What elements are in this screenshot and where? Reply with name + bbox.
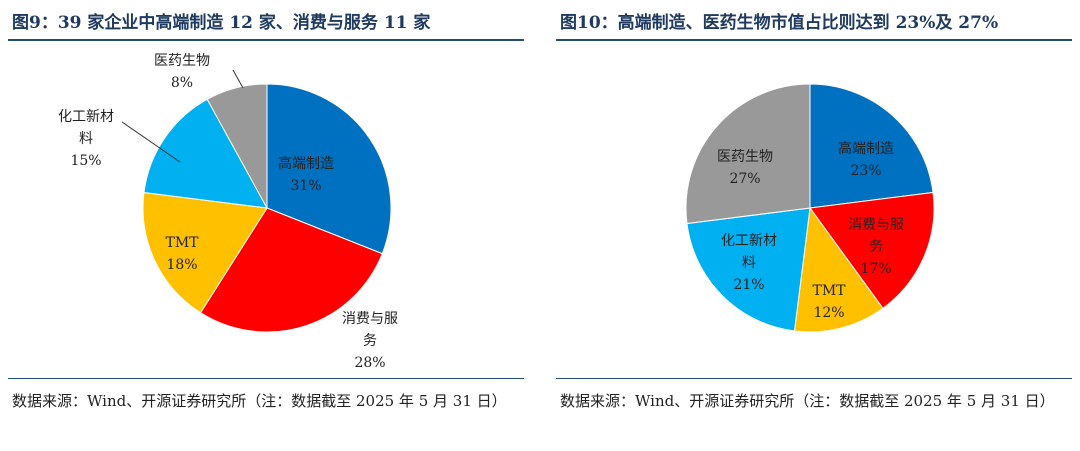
pie-slice-1 [809, 191, 935, 310]
chart-panel-right: 图10：高端制造、医药生物市值占比则达到 23%及 27% 高端制造 23% 消费与… [548, 0, 1080, 451]
slice-category-label: 消费与服 [342, 311, 398, 327]
leader-line-4 [232, 69, 244, 89]
slice-category-label: 化工新材 [58, 109, 114, 125]
slice-value-label: 27% [729, 171, 760, 187]
pie-slice-1 [199, 207, 383, 333]
slice-value-label: 12% [813, 305, 844, 321]
slice-label-4: 医药生物 27% [717, 149, 773, 187]
slice-category-label: 高端制造 [838, 140, 894, 157]
pie-slice-3 [686, 207, 811, 332]
slice-value-label: 15% [70, 153, 101, 169]
pie-slice-2 [793, 206, 884, 333]
title-divider [556, 39, 1072, 41]
source-divider [8, 378, 524, 379]
slice-label-1: 消费与服务 17% [848, 217, 904, 277]
slice-category-label: 医药生物 [717, 149, 773, 165]
slice-label-0: 高端制造 23% [838, 140, 894, 179]
slice-value-label: 8% [171, 75, 193, 91]
slice-value-label: 21% [733, 277, 764, 293]
slice-value-label: 28% [354, 355, 385, 371]
pie-slice-4 [685, 83, 811, 225]
slice-label-0: 高端制造 31% [278, 155, 334, 194]
pie-slice-2 [142, 191, 268, 314]
slice-value-label: 23% [850, 163, 881, 179]
source-note: 数据来源：Wind、开源证券研究所（注：数据截至 2025 年 5 月 31 日… [560, 392, 1055, 410]
pie-slice-0 [809, 83, 934, 209]
pie-slice-3 [143, 98, 268, 209]
slice-value-label: 17% [860, 261, 891, 277]
slice-category-label: 料 [79, 131, 93, 147]
chart-title: 图10：高端制造、医药生物市值占比则达到 23%及 27% [560, 13, 999, 33]
leader-line-3 [121, 121, 181, 163]
slice-category-label: 化工新材 [721, 233, 777, 249]
slice-category-label: 务 [869, 239, 883, 255]
slice-category-label: 医药生物 [154, 53, 210, 69]
slice-label-2: TMT 18% [165, 235, 199, 273]
slice-value-label: 31% [290, 178, 321, 194]
title-divider [8, 39, 524, 41]
source-note: 数据来源：Wind、开源证券研究所（注：数据截至 2025 年 5 月 31 日… [12, 392, 507, 410]
chart-title: 图9：39 家企业中高端制造 12 家、消费与服务 11 家 [12, 13, 431, 33]
slice-category-label: 高端制造 [278, 155, 334, 172]
pie-slice-4 [206, 83, 268, 209]
slice-category-label: TMT [165, 235, 199, 251]
slice-label-1: 消费与服务 28% [342, 311, 398, 371]
slice-category-label: 消费与服 [848, 217, 904, 233]
slice-value-label: 18% [166, 257, 197, 273]
chart-panel-left: 图9：39 家企业中高端制造 12 家、消费与服务 11 家 高端制造 31% 消费… [0, 0, 532, 451]
slice-category-label: TMT [812, 283, 846, 299]
slice-label-4: 医药生物 8% [154, 53, 210, 91]
slice-category-label: 务 [363, 333, 377, 349]
source-divider [556, 378, 1072, 379]
slice-category-label: 料 [742, 255, 756, 271]
slice-label-2: TMT 12% [812, 283, 846, 321]
pie-slice-0 [266, 83, 392, 255]
